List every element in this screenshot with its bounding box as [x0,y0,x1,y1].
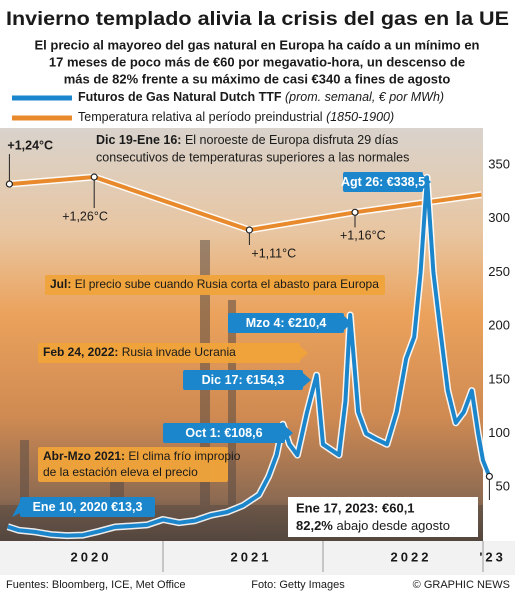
series-line [7,175,492,538]
callout-pointer [344,316,352,330]
event-text: Feb 24, 2022: Rusia invade Ucrania [43,345,236,359]
event-box [45,275,385,295]
x-tick-label: '23 [479,549,506,564]
temperature-label: +1,16°C [340,229,386,243]
temperature-point [245,226,253,234]
temperature-label: +1,26°C [62,209,108,223]
temperature-point [90,173,98,181]
legend-entry: Temperatura relativa al período preindus… [78,110,394,124]
legend-name: Futuros de Gas Natural Dutch TTF [78,90,282,104]
x-tick-label: 2020 [71,549,112,564]
legend-entry: Futuros de Gas Natural Dutch TTF (prom. … [78,90,444,104]
callout-box [20,497,155,517]
callout-text: Ene 10, 2020 €13,3 [33,500,143,514]
legend-note: (1850-1900) [326,110,394,124]
event-box [38,447,228,482]
callout-pointer [285,426,293,440]
x-axis-strip [0,541,515,575]
x-tick-label: 2022 [391,549,432,564]
callout-box [163,423,285,443]
callout-pointer [303,373,311,387]
subtitle: más de 82% frente a su máximo de casi €3… [64,71,451,86]
legend-note: (prom. semanal, € por MWh) [285,90,444,104]
latest-label: Ene 17, 2023: €60,1 [296,500,415,515]
event-label: Feb 24, 2022: [43,345,118,359]
temperature-point [351,208,359,216]
note-label: Dic 19-Ene 16: [96,133,181,147]
callout-pointer [12,502,20,517]
latest-change-value: 82,2% [296,518,333,533]
temperature-label: +1,11°C [251,246,296,260]
x-tick-label: 2021 [231,549,272,564]
y-tick-label: 150 [488,371,510,386]
event-text: Jul: El precio sube cuando Rusia corta e… [50,277,379,291]
y-tick-label: 50 [496,479,510,494]
event-box [38,343,300,363]
y-tick-label: 300 [488,210,510,225]
callout-box [343,172,423,192]
event-text: de la estación eleva el precio [43,465,198,479]
footer-credit: © GRAPHIC NEWS [413,579,510,591]
callout-text: Dic 17: €154,3 [202,373,285,387]
callout-box [228,313,344,333]
callout-pointer [423,175,431,189]
temperature-note: Dic 19-Ene 16: El noroeste de Europa dis… [96,133,398,147]
event-line: de la estación eleva el precio [43,465,198,479]
event-line: El clima frío impropio [128,449,240,463]
temperature-point [5,180,13,188]
chart-title: Invierno templado alivia la crisis del g… [6,8,509,30]
footer-sources: Fuentes: Bloomberg, ICE, Met Office [6,579,186,591]
temperature-note: consecutivos de temperaturas superiores … [96,150,409,164]
callout-box [183,370,303,390]
event-text: Abr-Mzo 2021: El clima frío impropio [43,449,241,463]
footer-photo: Foto: Getty Images [251,579,345,591]
callout-text: Mzo 4: €210,4 [246,316,327,330]
temperature-label: +1,24°C [7,138,53,152]
legend-name: Temperatura relativa al período preindus… [78,110,323,124]
y-tick-label: 200 [488,318,510,333]
latest-point [485,472,493,481]
subtitle: 17 meses de poco más de €60 por megavati… [49,54,465,69]
event-label: Jul: [50,277,71,291]
callout-text: Agt 26: €338,5 [341,175,425,189]
latest-change: 82,2% abajo desde agosto [296,518,450,533]
y-tick-label: 250 [488,264,510,279]
latest-change-text: abajo desde agosto [337,518,450,533]
latest-box [288,497,478,537]
event-pointer [300,346,308,360]
event-line: El precio sube cuando Rusia corta el aba… [75,277,380,291]
callout-text: Oct 1: €108,6 [185,426,262,440]
event-line: Rusia invade Ucrania [122,345,236,359]
subtitle: El precio al mayoreo del gas natural en … [34,37,479,52]
note-text: El noroeste de Europa disfruta 29 días [185,133,398,147]
event-label: Abr-Mzo 2021: [43,449,125,463]
y-tick-label: 100 [488,425,510,440]
y-tick-label: 350 [488,156,510,171]
